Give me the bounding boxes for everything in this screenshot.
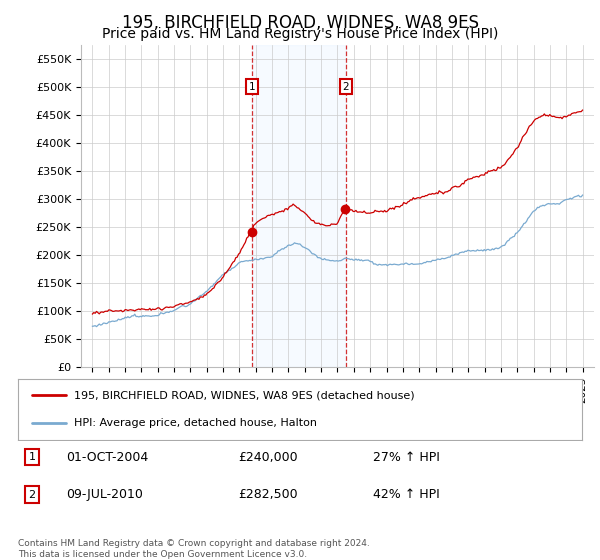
Text: 42% ↑ HPI: 42% ↑ HPI: [373, 488, 440, 501]
Text: 01-OCT-2004: 01-OCT-2004: [66, 451, 148, 464]
Text: 2: 2: [29, 489, 35, 500]
Text: £282,500: £282,500: [238, 488, 298, 501]
Text: 195, BIRCHFIELD ROAD, WIDNES, WA8 9ES: 195, BIRCHFIELD ROAD, WIDNES, WA8 9ES: [121, 14, 479, 32]
Bar: [252, 45, 346, 367]
Text: Price paid vs. HM Land Registry's House Price Index (HPI): Price paid vs. HM Land Registry's House …: [102, 27, 498, 41]
Text: 1: 1: [248, 82, 255, 92]
Text: Contains HM Land Registry data © Crown copyright and database right 2024.
This d: Contains HM Land Registry data © Crown c…: [18, 539, 370, 559]
Text: 1: 1: [29, 452, 35, 463]
Text: 09-JUL-2010: 09-JUL-2010: [66, 488, 143, 501]
Text: 27% ↑ HPI: 27% ↑ HPI: [373, 451, 440, 464]
Text: £240,000: £240,000: [238, 451, 298, 464]
Text: 2: 2: [343, 82, 349, 92]
Text: HPI: Average price, detached house, Halton: HPI: Average price, detached house, Halt…: [74, 418, 317, 428]
Text: 195, BIRCHFIELD ROAD, WIDNES, WA8 9ES (detached house): 195, BIRCHFIELD ROAD, WIDNES, WA8 9ES (d…: [74, 390, 415, 400]
